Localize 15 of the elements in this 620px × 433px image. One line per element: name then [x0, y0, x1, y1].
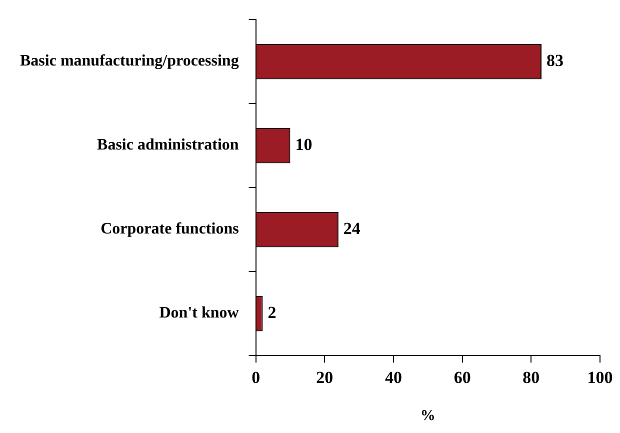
x-tick-label: 100 [587, 368, 613, 388]
x-axis-title: % [420, 408, 436, 424]
x-tick-label: 60 [454, 368, 471, 388]
data-label: 10 [295, 134, 312, 154]
x-tick-label: 80 [522, 368, 540, 388]
x-tick-label: 20 [316, 368, 334, 388]
x-tick-label: 0 [252, 368, 260, 388]
data-label: 83 [546, 50, 564, 70]
data-label: 2 [268, 302, 276, 322]
data-label: 24 [343, 218, 361, 238]
y-tick-label: Corporate functions [100, 220, 239, 238]
y-tick-label: Basic manufacturing/processing [20, 52, 239, 70]
y-tick-label: Don't know [159, 304, 240, 322]
y-tick-label: Basic administration [97, 136, 239, 154]
x-tick-label: 40 [384, 368, 402, 388]
